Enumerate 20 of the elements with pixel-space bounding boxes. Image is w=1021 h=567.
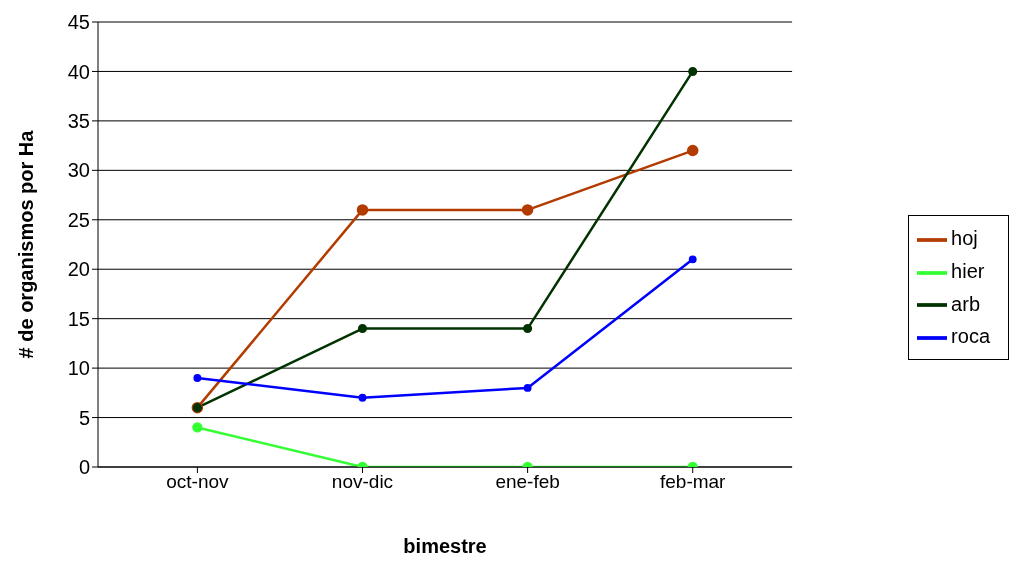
x-tick-label: oct-nov — [166, 471, 230, 493]
y-tick-label: 0 — [78, 456, 90, 479]
x-tick-label: nov-dic — [331, 471, 394, 493]
legend-label: roca — [951, 325, 990, 348]
y-tick-label: 40 — [67, 60, 90, 83]
y-tick-label: 10 — [67, 357, 90, 380]
y-tick-label: 5 — [78, 406, 90, 429]
legend-label: arb — [951, 292, 980, 315]
x-axis-title: bimestre — [403, 535, 487, 557]
x-tick-label: ene-feb — [495, 471, 560, 493]
legend-label: hier — [951, 259, 985, 282]
y-tick-label: 30 — [67, 159, 90, 182]
legend-label: hoj — [951, 227, 978, 250]
y-tick-label: 25 — [67, 208, 90, 231]
y-tick-label: 35 — [67, 109, 90, 132]
x-tick-label: feb-mar — [659, 471, 727, 493]
y-axis-title: # de organismos por Ha — [15, 129, 38, 359]
y-tick-label: 20 — [67, 258, 90, 281]
y-tick-label: 45 — [67, 11, 90, 34]
y-tick-label: 15 — [67, 307, 90, 330]
